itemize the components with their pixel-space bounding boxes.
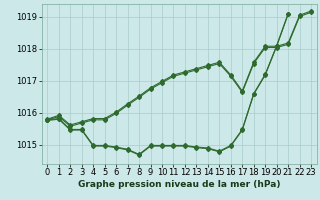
X-axis label: Graphe pression niveau de la mer (hPa): Graphe pression niveau de la mer (hPa) [78,180,280,189]
